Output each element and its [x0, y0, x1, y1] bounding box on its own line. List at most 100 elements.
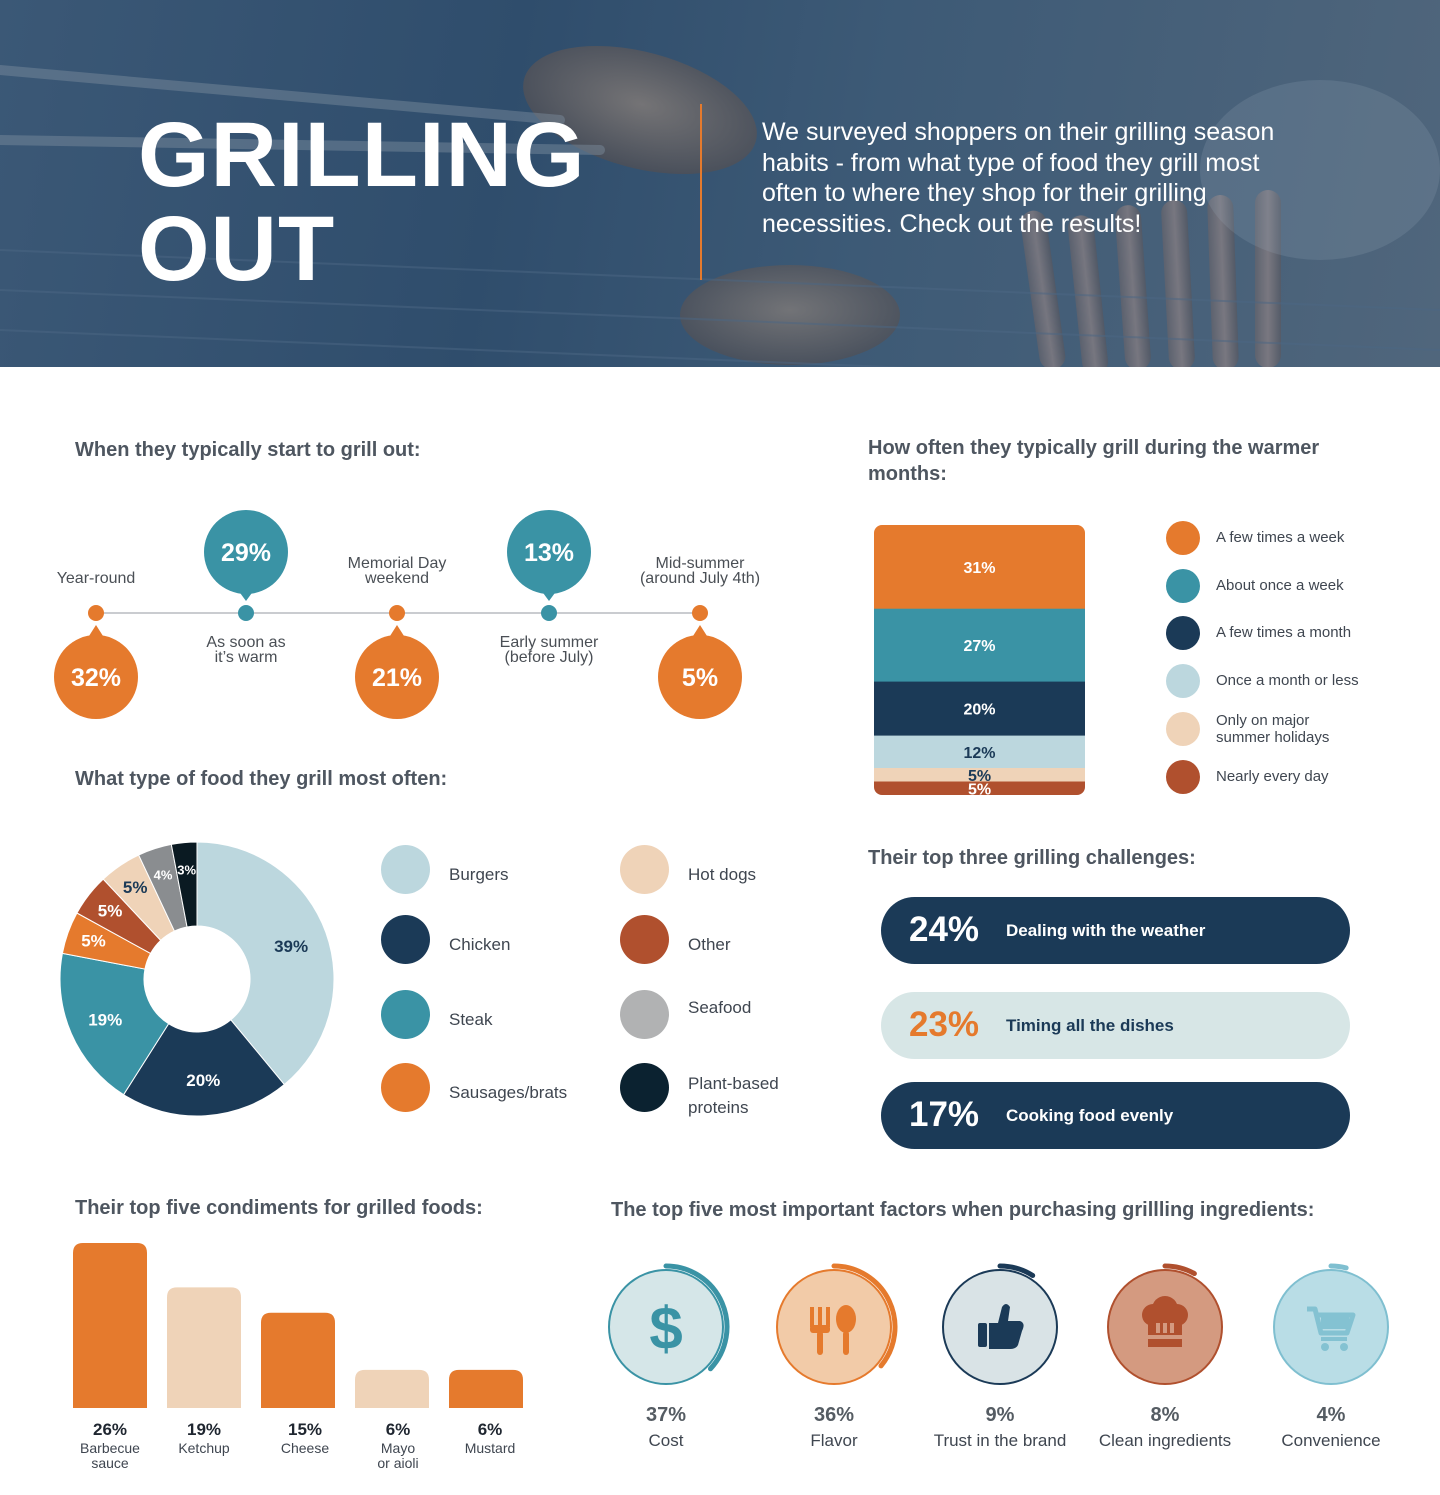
challenge-label: Timing all the dishes [1006, 1016, 1174, 1035]
factor-gauge [1273, 1263, 1389, 1385]
condiment-label: Cheese [250, 1441, 360, 1456]
timeline-dot [238, 605, 254, 621]
stack-value: 31% [963, 560, 995, 577]
legend-swatch [1166, 616, 1200, 650]
challenge-label: Dealing with the weather [1006, 921, 1206, 940]
factor-gauge [942, 1263, 1058, 1385]
timeline-dot [389, 605, 405, 621]
legend-label-line: Burgers [449, 865, 509, 884]
legend-label-line: Chicken [449, 935, 511, 954]
frequency-stacked-bar: 31% 27% 20% 12% 5%5% [874, 525, 1085, 798]
legend-swatch [1166, 569, 1200, 603]
condiments-section-title: Their top five condiments for grilled fo… [75, 1197, 483, 1219]
condiment-value: 26% [92, 1420, 128, 1439]
legend-label-line: Other [688, 935, 731, 954]
challenge-percent: 24% [909, 910, 980, 949]
condiment-label: Barbecue sauce [55, 1441, 165, 1471]
shopping-cart-icon [1307, 1306, 1356, 1351]
timeline-label: it’s warm [215, 649, 278, 666]
legend-label: Steak [449, 1008, 492, 1032]
factor-value: 36% [813, 1404, 855, 1426]
legend-label: Once a month or less [1216, 672, 1359, 689]
donut-value: 5% [123, 878, 148, 897]
factors-chart: $37% Cost 36% Flavor 9% Trust in the brand 8% C… [590, 1262, 1430, 1462]
stack-segment [874, 608, 1085, 683]
factor-arc [1162, 1263, 1197, 1277]
timeline-pin [355, 635, 439, 719]
legend-label-line: Once a month or less [1216, 672, 1359, 689]
donut-slice [196, 841, 335, 1086]
dollar-glyph: $ [649, 1295, 682, 1362]
legend-label: A few times a week [1216, 529, 1344, 546]
timeline-dot [88, 605, 104, 621]
stack-value: 12% [963, 745, 995, 762]
donut-value: 5% [81, 932, 106, 951]
hero-divider [700, 104, 702, 280]
stack-segment [874, 781, 1085, 795]
start-section-title: When they typically start to grill out: [75, 439, 421, 461]
legend-label-line: Sausages/brats [449, 1083, 568, 1102]
factor-label: Clean ingredients [1098, 1431, 1232, 1450]
legend-label: About once a week [1216, 577, 1344, 594]
legend-label-line: A few times a week [1216, 529, 1345, 546]
legend-swatch [381, 915, 430, 964]
factor-label: Flavor [810, 1431, 858, 1450]
condiment-bar [261, 1312, 335, 1408]
challenge-pill: 17% Cooking food evenly [881, 1082, 1350, 1149]
factor-circle [776, 1269, 892, 1385]
legend-label: A few times a month [1216, 624, 1351, 641]
condiment-bar [167, 1287, 241, 1408]
donut-value: 19% [88, 1011, 122, 1030]
factor-circle [608, 1269, 724, 1385]
condiment-label: Mayo or aioli [343, 1441, 453, 1471]
timeline-label: (before July) [505, 649, 594, 666]
frequency-legend: A few times a week About once a week A few… [1160, 518, 1430, 798]
challenge-pill: 23% Timing all the dishes [881, 992, 1350, 1059]
hero-banner: GRILLING OUT We surveyed shoppers on the… [0, 0, 1440, 367]
donut-slice [170, 841, 198, 928]
timeline-pin [507, 510, 591, 594]
timeline-label: Year-round [57, 570, 136, 587]
legend-label-line: Plant-based [688, 1074, 779, 1093]
legend-label: Chicken [449, 933, 510, 957]
legend-label-line: proteins [688, 1098, 749, 1117]
condiments-labels: 26% Barbecue sauce 19% Ketchup 15% Cheese 6% May… [55, 1420, 545, 1480]
intro-text: We surveyed shoppers on their grilling s… [762, 118, 1275, 238]
food-donut-chart: 39%20%19%5%5%5%4% 3% [59, 841, 335, 1117]
condiment-value: 19% [186, 1420, 222, 1439]
stack-segment [874, 735, 1085, 769]
factor-arc [831, 1263, 898, 1369]
timeline-dot [541, 605, 557, 621]
legend-label: Sausages/brats [449, 1081, 567, 1105]
legend-swatch [620, 915, 669, 964]
hero-photo-illustration [0, 45, 1440, 367]
stack-segment [874, 681, 1085, 737]
fork-spoon-icon [810, 1305, 856, 1355]
condiment-label-line: Cheese [280, 1440, 330, 1456]
factor-arc [997, 1263, 1036, 1278]
timeline-value: 5% [682, 664, 718, 692]
factor-value: 8% [1150, 1404, 1180, 1426]
condiment-label-line: Mustard [464, 1440, 516, 1456]
challenge-percent: 23% [909, 1005, 980, 1044]
condiment-label-line: Barbecue [80, 1440, 140, 1456]
challenge-pill: 24% Dealing with the weather [881, 897, 1350, 964]
condiment-label-line: or aioli [377, 1455, 419, 1471]
factor-label: Trust in the brand [933, 1431, 1067, 1450]
legend-swatch [1166, 521, 1200, 555]
donut-value: 20% [186, 1071, 220, 1090]
frequency-section-title: How often they typically grill during th… [868, 437, 1320, 485]
legend-label-line: Only on major [1216, 712, 1310, 729]
timeline-value: 21% [372, 664, 422, 692]
factor-arc [1328, 1263, 1349, 1271]
timeline-value: 29% [221, 539, 271, 567]
legend-label: Seafood [688, 996, 751, 1020]
condiments-bar-chart [73, 1243, 523, 1408]
condiment-bar [355, 1369, 429, 1408]
legend-label-line: Steak [449, 1010, 493, 1029]
challenge-percent: 17% [909, 1095, 980, 1134]
chef-hat-icon [1142, 1296, 1188, 1347]
condiment-value: 6% [477, 1420, 503, 1439]
timeline-label: Mid-summer [656, 555, 746, 572]
